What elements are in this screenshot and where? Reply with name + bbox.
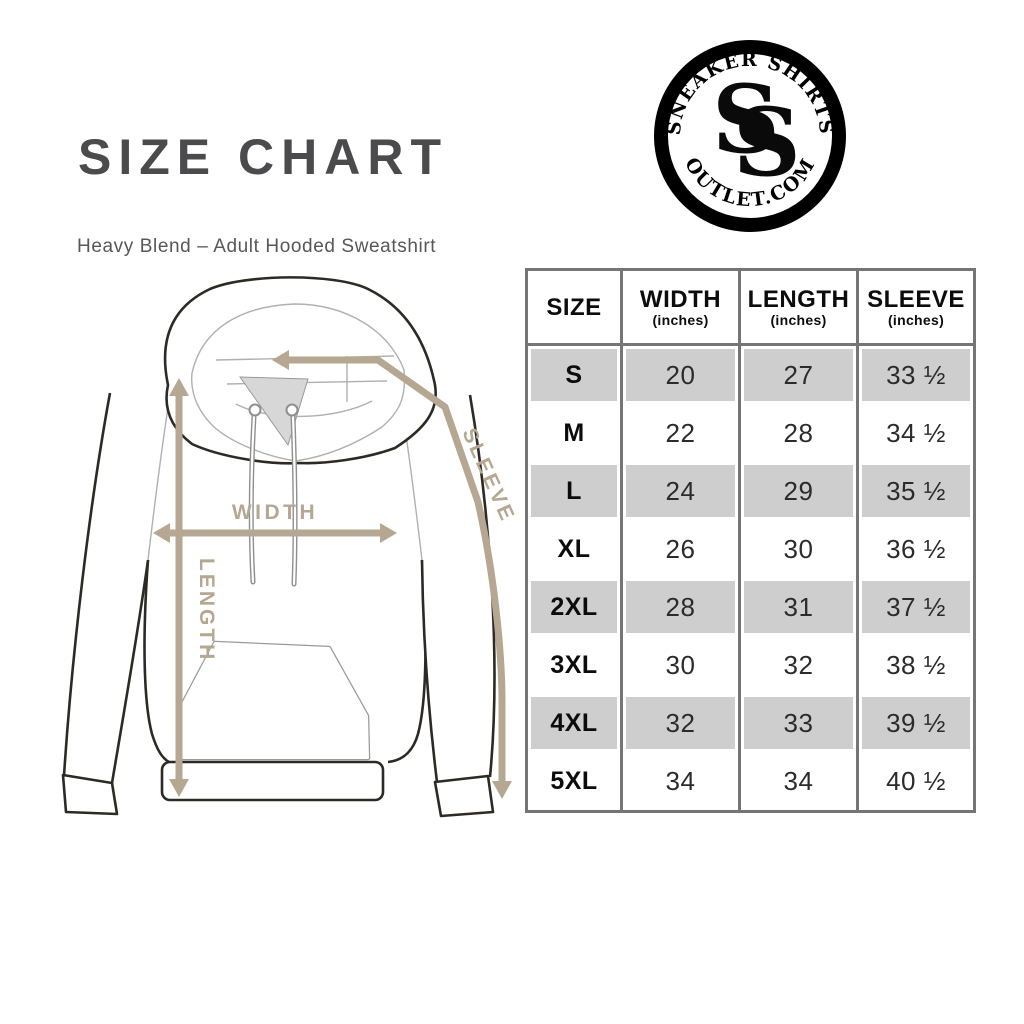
cell-length: 34 xyxy=(738,752,858,812)
cell-length: 30 xyxy=(738,520,858,578)
table-row: 3XL 30 32 38 ½ xyxy=(527,636,975,694)
cell-sleeve: 37 ½ xyxy=(856,578,975,636)
cell-width: 24 xyxy=(620,462,740,520)
table-row: 5XL 34 34 40 ½ xyxy=(527,752,975,812)
logo-monogram-s1: S xyxy=(712,65,780,175)
table-row: L 24 29 35 ½ xyxy=(526,462,975,520)
cell-length: 27 xyxy=(738,344,858,404)
cell-size: 3XL xyxy=(550,650,598,679)
cell-size: S xyxy=(526,344,622,404)
cell-size: L xyxy=(526,462,622,520)
size-table: SIZE WIDTH (inches) LENGTH (inches) SLEE… xyxy=(525,268,976,813)
cell-width: 28 xyxy=(620,578,740,636)
page-subtitle: Heavy Blend – Adult Hooded Sweatshirt xyxy=(77,236,437,257)
length-arrow xyxy=(169,378,189,797)
table-row: S 20 27 33 ½ xyxy=(526,344,975,404)
cell-sleeve: 34 ½ xyxy=(856,404,975,462)
cell-length: 28 xyxy=(738,404,858,462)
column-header-length: LENGTH (inches) xyxy=(738,269,858,346)
table-row: XL 26 30 36 ½ xyxy=(527,520,975,578)
cell-width: 30 xyxy=(620,636,740,694)
table-row: 4XL 32 33 39 ½ xyxy=(526,694,975,752)
table-row: M 22 28 34 ½ xyxy=(527,404,975,462)
cell-width: 26 xyxy=(620,520,740,578)
width-label: WIDTH xyxy=(232,501,318,524)
cell-size: 4XL xyxy=(526,694,622,752)
hem-band xyxy=(160,760,385,802)
logo-monogram-s2: S xyxy=(733,88,801,198)
length-label: LENGTH xyxy=(195,558,218,662)
cell-width: 22 xyxy=(620,404,740,462)
brand-logo-icon: SNEAKER SHIRTS OUTLET.COM S S xyxy=(654,40,846,232)
logo-field xyxy=(668,54,832,218)
cell-size: 2XL xyxy=(526,578,622,636)
width-arrow xyxy=(153,523,397,543)
column-header-width: WIDTH (inches) xyxy=(620,269,740,346)
table-header-row: SIZE WIDTH (inches) LENGTH (inches) SLEE… xyxy=(526,269,975,346)
cell-width: 32 xyxy=(620,694,740,752)
drawstrings xyxy=(248,403,299,587)
cell-width: 34 xyxy=(620,752,740,812)
cell-size: M xyxy=(563,418,585,447)
cell-width: 20 xyxy=(620,344,740,404)
left-sleeve xyxy=(61,384,170,816)
column-header-size: SIZE xyxy=(526,269,622,346)
sleeve-arrow xyxy=(272,350,512,799)
page-title: SIZE CHART xyxy=(78,129,448,185)
cell-sleeve: 33 ½ xyxy=(856,344,975,404)
cell-length: 31 xyxy=(738,578,858,636)
cell-length: 29 xyxy=(738,462,858,520)
table-row: 2XL 28 31 37 ½ xyxy=(526,578,975,636)
cell-sleeve: 35 ½ xyxy=(856,462,975,520)
cell-sleeve: 39 ½ xyxy=(856,694,975,752)
column-header-sleeve: SLEEVE (inches) xyxy=(856,269,975,346)
cell-sleeve: 40 ½ xyxy=(856,752,975,812)
hoodie-diagram: WIDTH LENGTH SLEEVE xyxy=(61,276,519,818)
cell-size: XL xyxy=(557,534,591,563)
cell-sleeve: 38 ½ xyxy=(856,636,975,694)
cell-size: 5XL xyxy=(550,766,598,795)
cell-length: 33 xyxy=(738,694,858,752)
cell-length: 32 xyxy=(738,636,858,694)
cell-sleeve: 36 ½ xyxy=(856,520,975,578)
